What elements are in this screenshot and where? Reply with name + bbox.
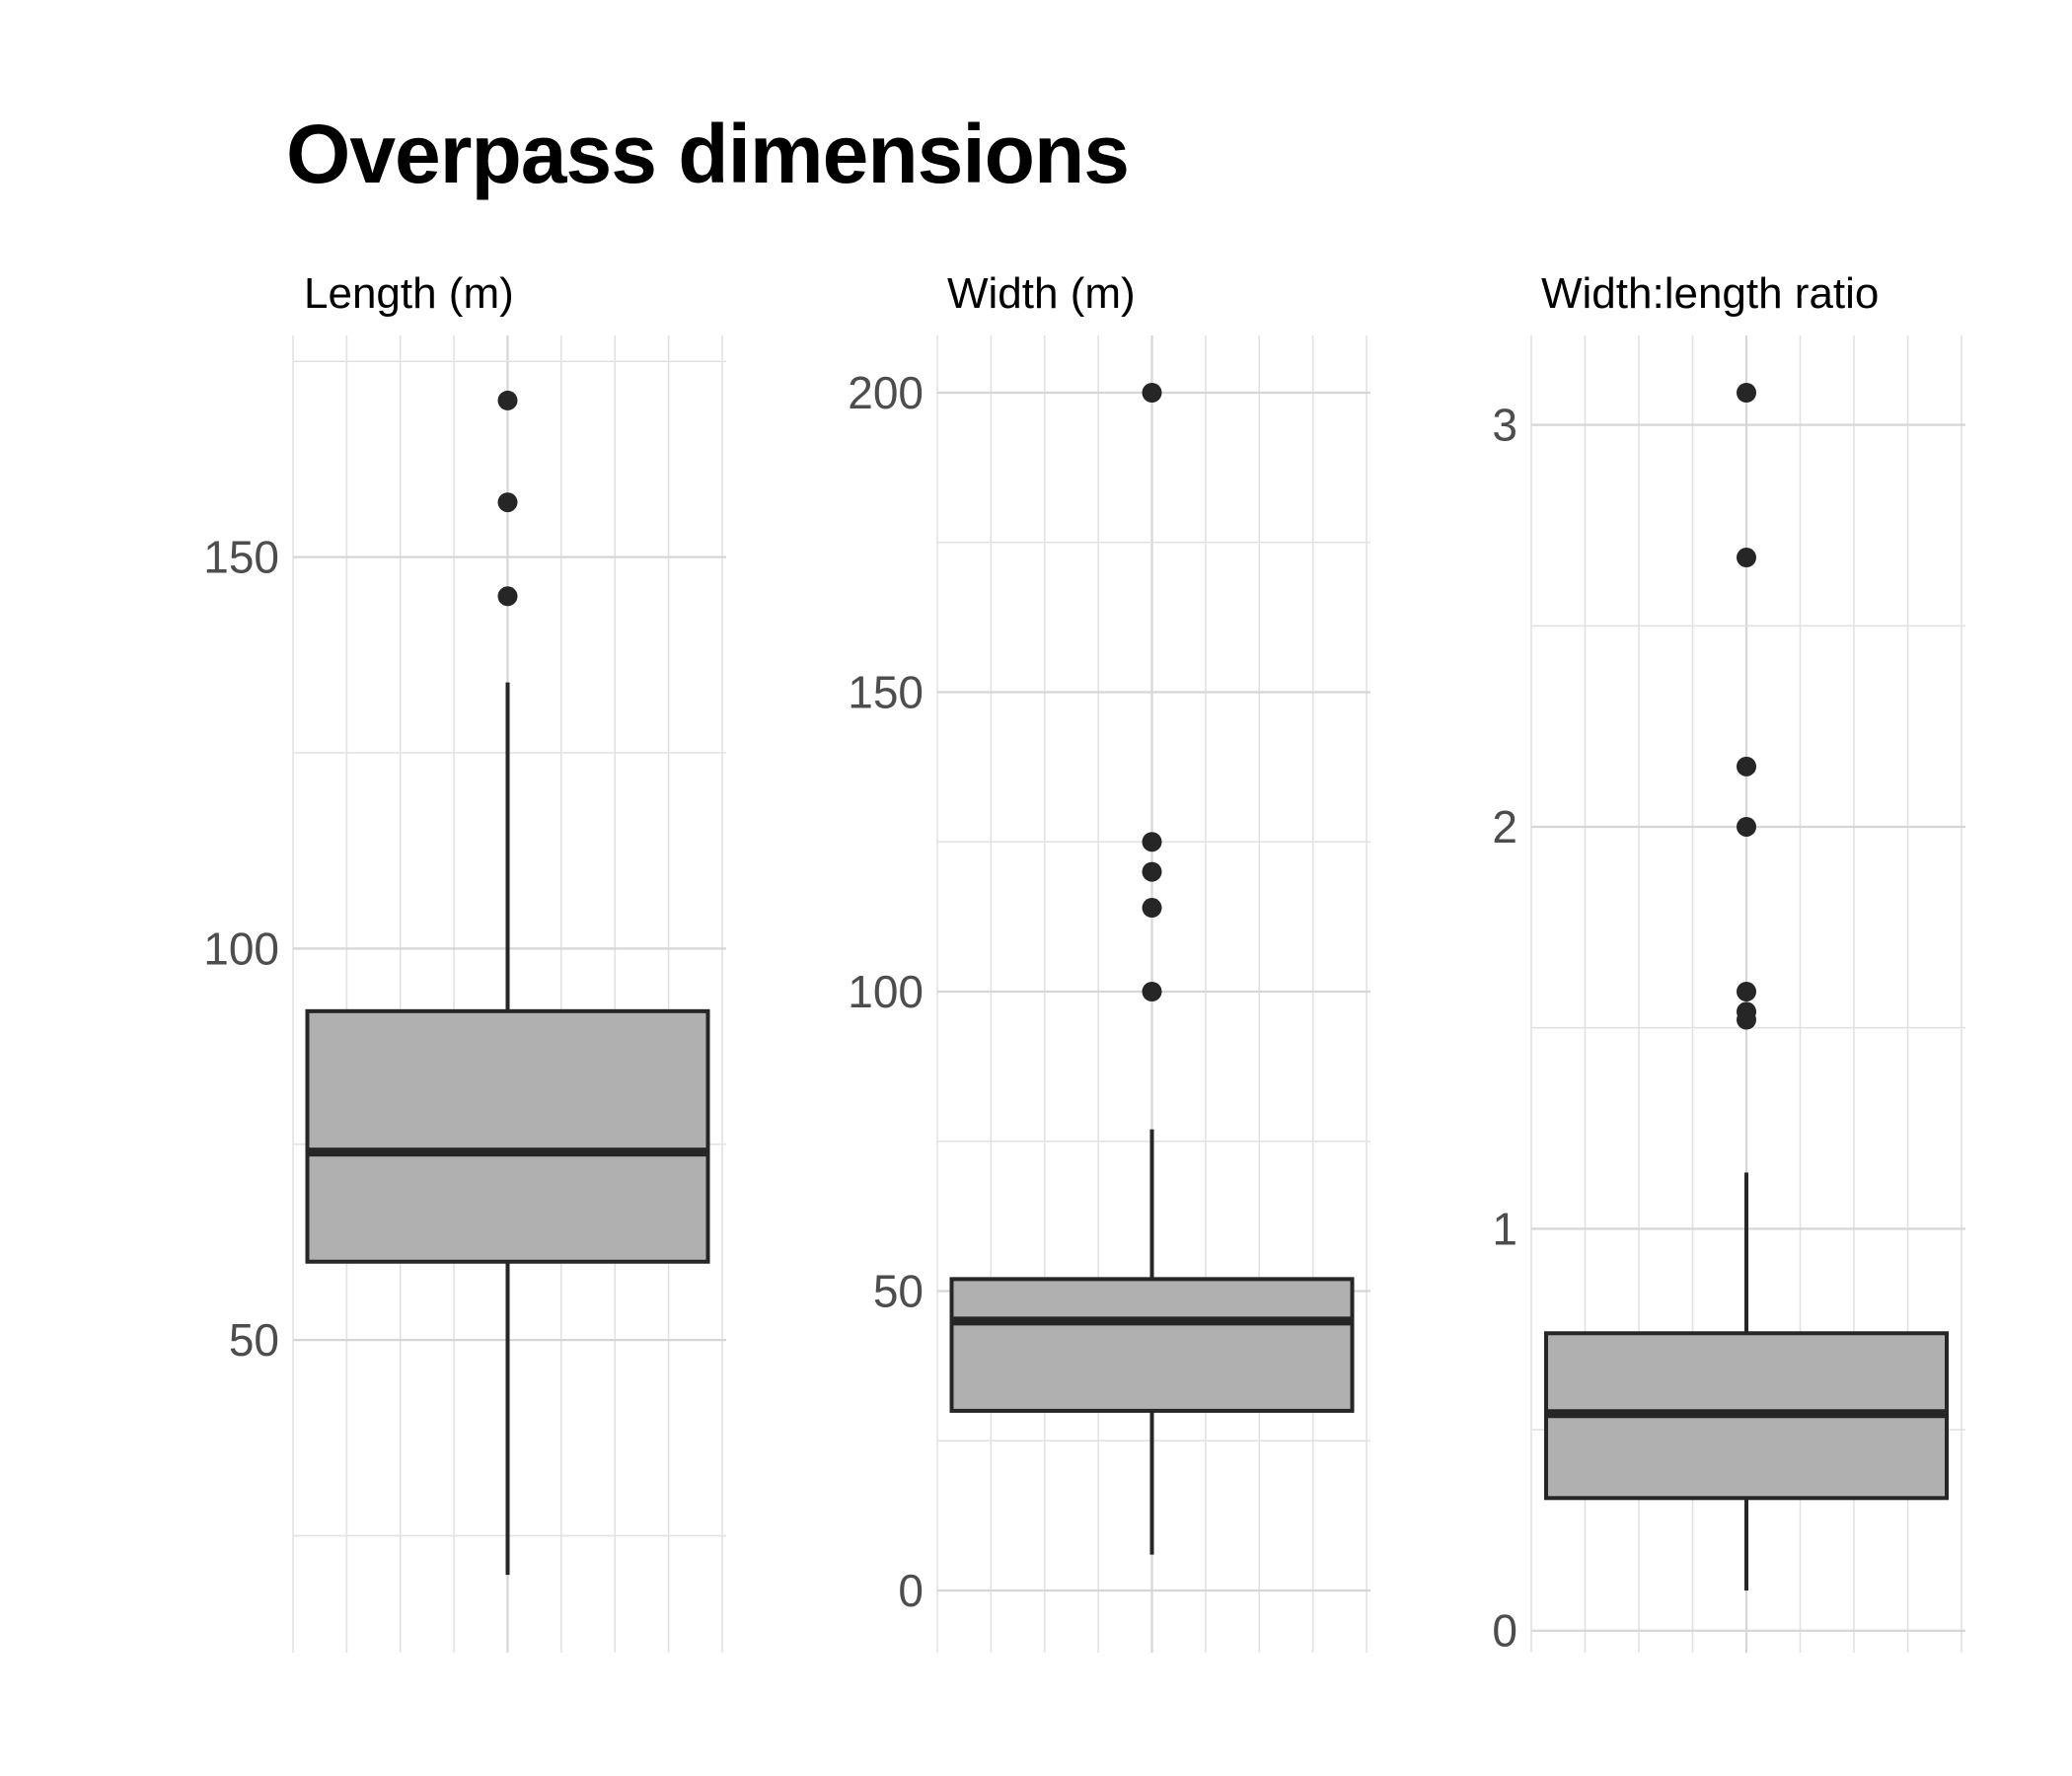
- panel-title: Width:length ratio: [1541, 269, 1879, 318]
- outlier-point: [1737, 383, 1756, 403]
- panel-length: 50 100 150 Length (m): [203, 269, 726, 1653]
- y-tick-label: 3: [1492, 400, 1517, 451]
- y-tick-label: 50: [873, 1266, 924, 1317]
- outlier-point: [1737, 1009, 1756, 1030]
- iqr-box: [305, 1008, 710, 1264]
- y-tick-label: 100: [203, 923, 279, 974]
- outlier-point: [497, 492, 518, 513]
- y-tick-label: 200: [848, 367, 924, 418]
- outlier-point: [1142, 383, 1162, 403]
- y-tick-label: 150: [848, 667, 924, 718]
- y-tick-label: 0: [1492, 1605, 1517, 1657]
- y-tick-label: 2: [1492, 801, 1517, 852]
- y-tick-label: 1: [1492, 1203, 1517, 1254]
- panel-title: Length (m): [304, 269, 514, 318]
- outlier-point: [1737, 982, 1756, 1001]
- y-tick-label: 50: [229, 1314, 279, 1366]
- panel-ratio: 0 1 2 3 Width:length ratio: [1492, 269, 1965, 1657]
- y-tick-label: 100: [848, 966, 924, 1017]
- outlier-point: [497, 586, 518, 607]
- outlier-point: [1737, 548, 1756, 568]
- outlier-point: [1142, 832, 1162, 852]
- chart-title: Overpass dimensions: [286, 108, 1130, 200]
- outlier-point: [1737, 756, 1756, 777]
- y-tick-label: 150: [203, 532, 279, 583]
- outlier-point: [1142, 861, 1162, 882]
- outlier-point: [1142, 982, 1162, 1001]
- y-tick-label: 0: [898, 1565, 924, 1616]
- panel-title: Width (m): [947, 269, 1136, 318]
- iqr-box: [949, 1277, 1355, 1413]
- panel-width: 0 50 100 150 200 Width (m): [848, 269, 1370, 1653]
- outlier-point: [1142, 898, 1162, 919]
- outlier-point: [497, 390, 518, 410]
- outlier-point: [1737, 816, 1756, 837]
